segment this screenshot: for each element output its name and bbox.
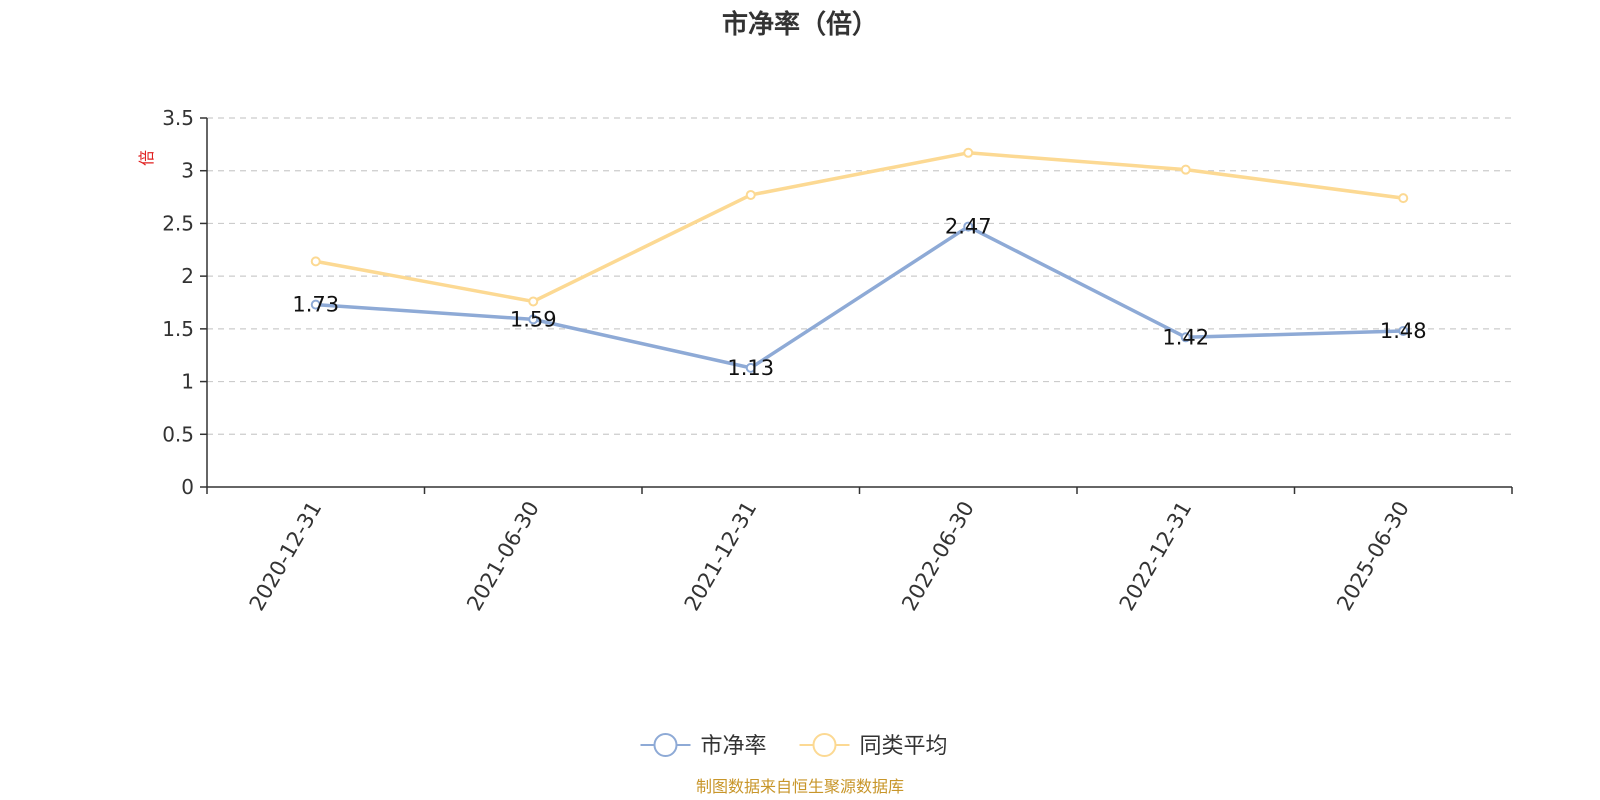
chart-title: 市净率（倍）: [722, 9, 878, 40]
source-note: 制图数据来自恒生聚源数据库: [696, 777, 904, 796]
y-tick-label: 2: [181, 264, 194, 288]
y-tick-label: 0.5: [162, 422, 194, 446]
x-tick-label: 2021-12-31: [680, 497, 762, 615]
data-point: [963, 147, 974, 158]
data-point: [1398, 193, 1409, 204]
axis-layer: 0 0.5 1 1.5 2 2.5 3 3.5 2020-12-31 2021-06-30 2021…: [162, 106, 1513, 615]
data-point: [1180, 332, 1191, 343]
legend-marker-icon: [812, 733, 837, 757]
data-point: [1398, 325, 1409, 336]
y-tick-label: 3.5: [162, 106, 194, 130]
data-label-layer: 1.73 1.59 1.13 2.47 1.42 1.48: [292, 215, 1426, 380]
x-tick-label: 2020-12-31: [245, 497, 327, 615]
legend-marker-icon: [653, 733, 678, 757]
data-label: 1.73: [292, 293, 339, 317]
legend-label: 同类平均: [860, 734, 948, 759]
y-tick-label: 1: [181, 370, 194, 394]
x-tick-label: 2025-06-30: [1332, 497, 1414, 615]
data-point: [963, 221, 974, 232]
series-line: [314, 151, 1405, 304]
x-tick-label: 2022-06-30: [897, 497, 979, 615]
y-tick-label: 1.5: [162, 317, 194, 341]
grid-layer: [207, 117, 1512, 435]
y-tick-label: 3: [181, 159, 194, 183]
data-point: [745, 362, 756, 373]
legend: 市净率 同类平均: [640, 733, 948, 759]
x-tick-label: 2022-12-31: [1115, 497, 1197, 615]
legend-item[interactable]: 市净率: [640, 733, 767, 759]
legend-item[interactable]: 同类平均: [799, 733, 948, 759]
legend-label: 市净率: [701, 734, 767, 759]
data-point: [1180, 164, 1191, 175]
data-label: 1.59: [510, 307, 557, 331]
x-tick-label: 2021-06-30: [462, 497, 544, 615]
data-point: [528, 314, 539, 325]
series-layer: [310, 147, 1409, 373]
data-label: 1.48: [1380, 319, 1427, 343]
data-label: 2.47: [945, 215, 992, 239]
data-point: [310, 299, 321, 310]
y-axis-label: 倍: [137, 150, 156, 166]
data-label: 1.42: [1162, 325, 1209, 349]
series-line: [314, 224, 1405, 370]
data-point: [310, 256, 321, 267]
y-tick-label: 2.5: [162, 211, 194, 235]
data-point: [528, 296, 539, 307]
data-point: [745, 189, 756, 200]
y-tick-label: 0: [181, 475, 194, 499]
data-label: 1.13: [727, 356, 774, 380]
